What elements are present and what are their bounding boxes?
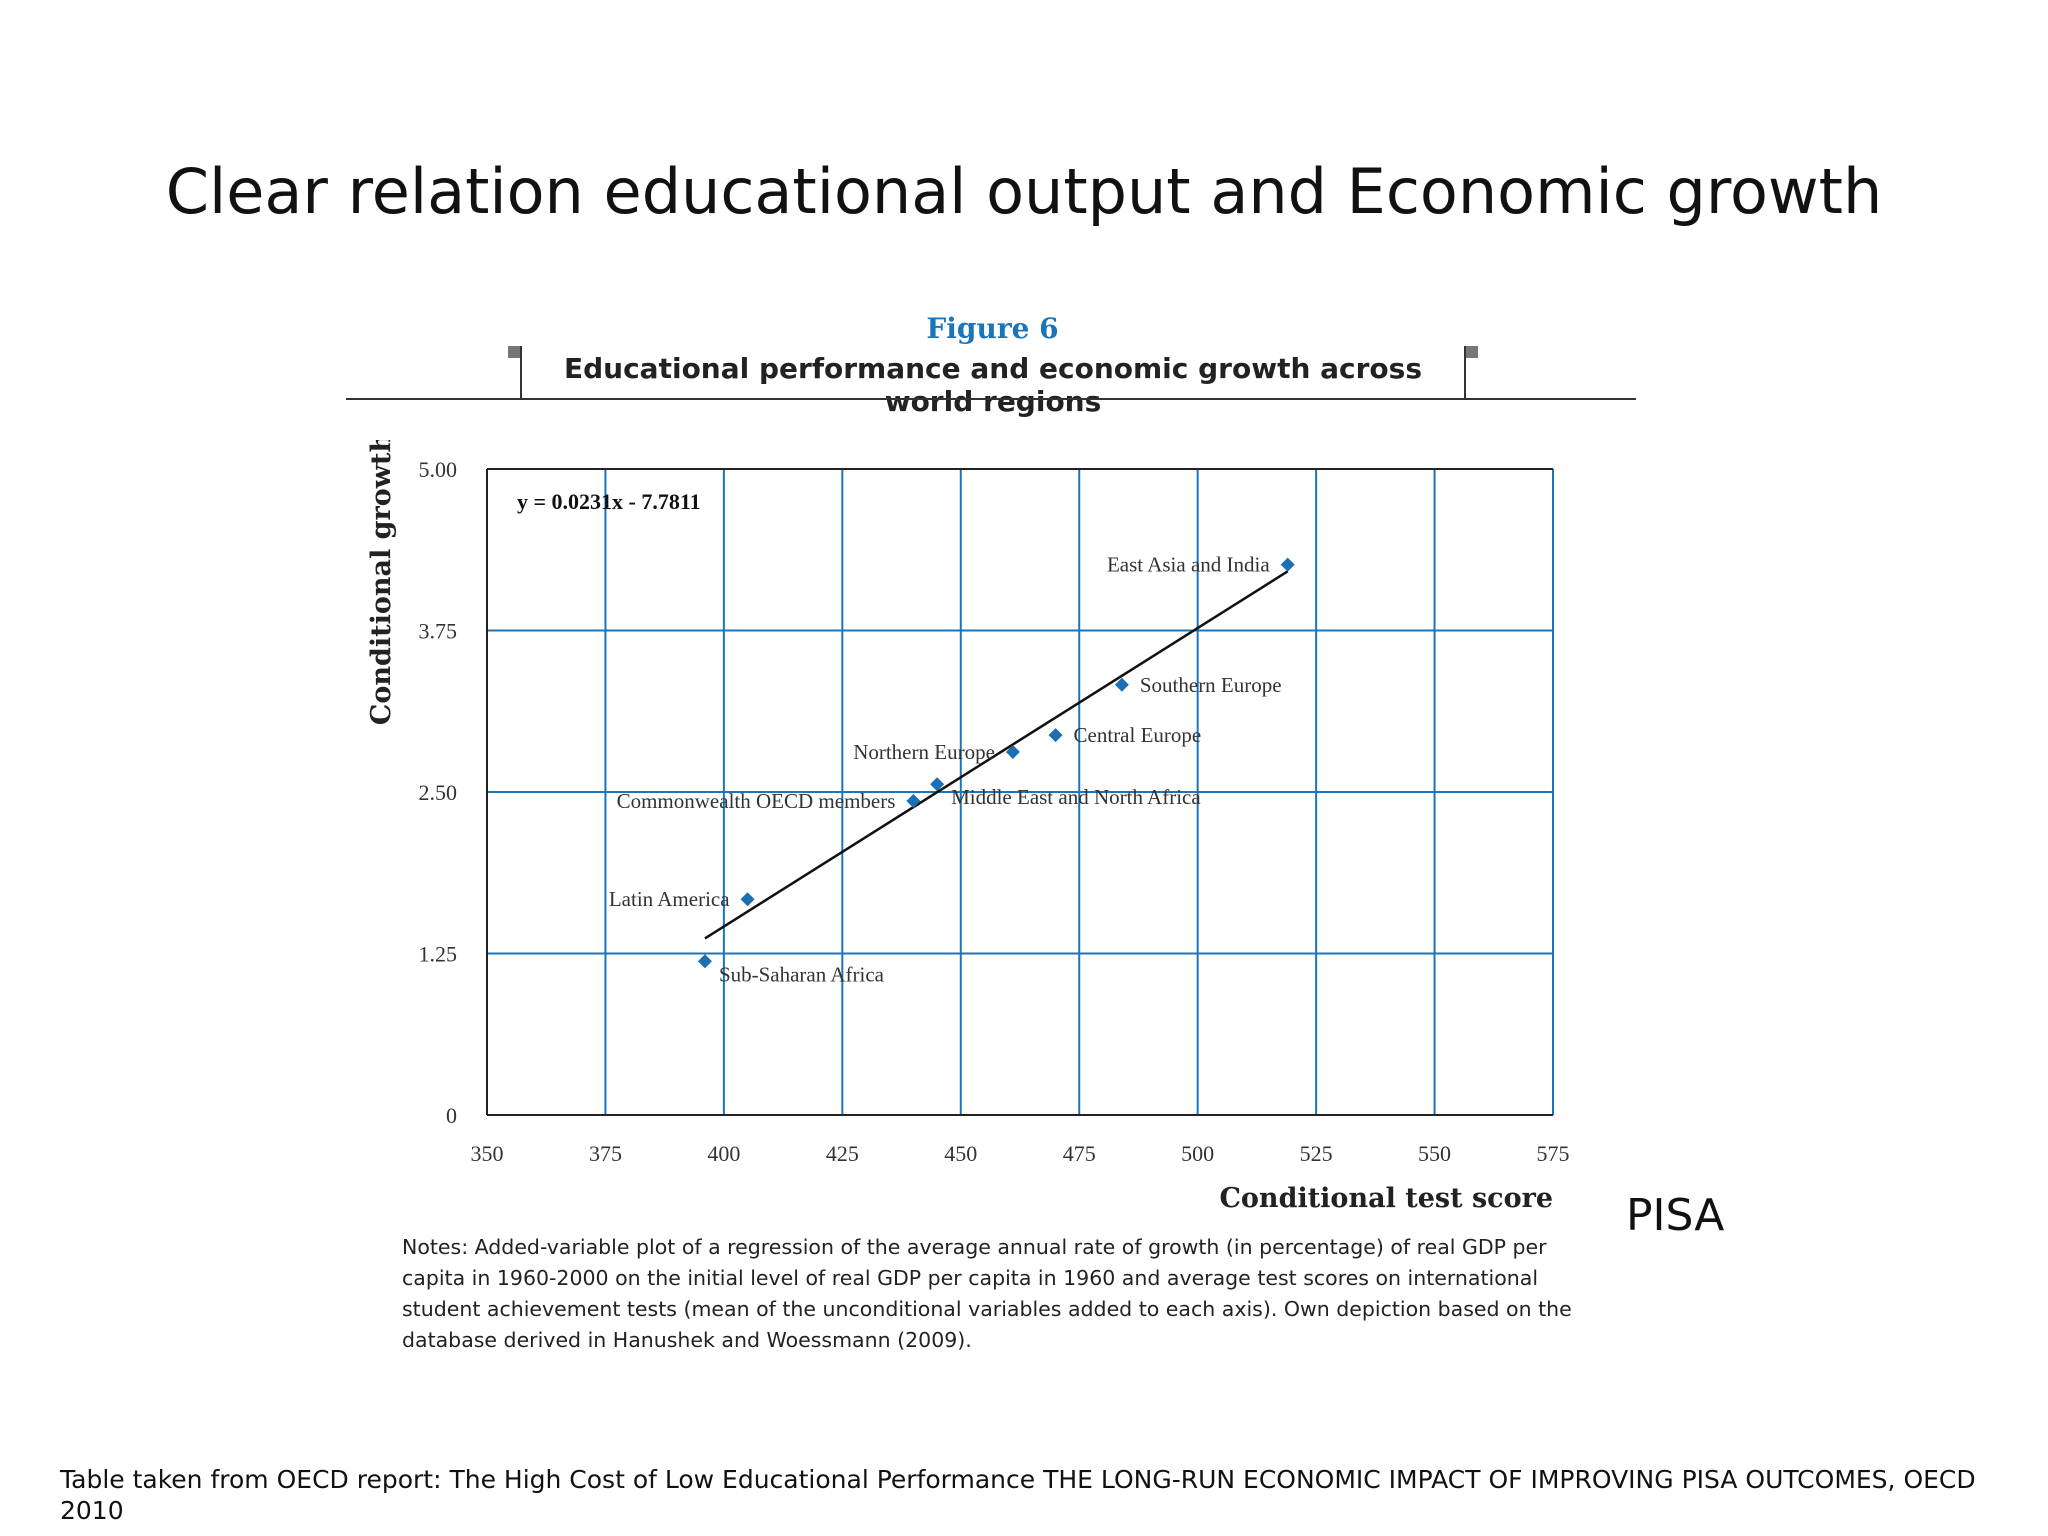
grid-lines [486,468,1554,1116]
data-points [697,557,1295,969]
data-point-4 [930,777,945,792]
y-tick-label-2.50: 2.50 [419,780,458,805]
data-point-6 [740,892,755,907]
data-point-7 [697,954,712,969]
point-label-5: Commonwealth OECD members [617,789,896,813]
data-point-1 [1114,677,1129,692]
trendline [704,570,1289,940]
x-tick-label-475: 475 [1063,1141,1096,1166]
point-label-4: Middle East and North Africa [951,785,1201,809]
point-label-2: Central Europe [1074,723,1202,747]
figure-title: Educational performance and economic gro… [563,352,1423,418]
data-point-5 [906,794,921,809]
data-point-2 [1048,728,1063,743]
x-tick-label-450: 450 [944,1141,977,1166]
x-tick-label-375: 375 [589,1141,622,1166]
x-tick-label-350: 350 [471,1141,504,1166]
pisa-label: PISA [1626,1190,1725,1241]
x-axis-label: Conditional test score [1219,1183,1553,1214]
y-tick-label-5.00: 5.00 [419,457,458,482]
y-tick-label-1.25: 1.25 [419,942,458,967]
point-label-7: Sub-Saharan Africa [719,962,885,986]
figure-title-bracket-right [1464,346,1466,398]
figure-title-bracket-left-cap [508,346,520,358]
point-label-0: East Asia and India [1107,553,1270,577]
data-point-3 [1005,744,1020,759]
trendline-group [704,570,1289,940]
point-label-1: Southern Europe [1140,673,1282,697]
x-tick-label-550: 550 [1418,1141,1451,1166]
x-tick-label-575: 575 [1537,1141,1570,1166]
x-tick-label-425: 425 [826,1141,859,1166]
y-axis-label: Conditional growth [366,440,397,725]
x-tick-label-400: 400 [707,1141,740,1166]
x-tick-label-525: 525 [1300,1141,1333,1166]
x-tick-label-500: 500 [1181,1141,1214,1166]
regression-equation: y = 0.0231x - 7.7811 [517,489,701,514]
point-label-6: Latin America [609,887,730,911]
point-labels: East Asia and India Southern Europe Centra… [609,553,1282,987]
figure-label: Figure 6 [926,312,1059,345]
data-point-0 [1280,557,1295,572]
y-tick-label-3.75: 3.75 [419,619,458,644]
tick-labels: 350 375 400 425 450 475 500 525 550 575 0 1.25 2.50 3… [419,457,1570,1166]
figure-notes: Notes: Added-variable plot of a regressi… [402,1235,1572,1352]
point-label-3: Northern Europe [853,740,995,764]
scatter-chart: 350 375 400 425 450 475 500 525 550 575 0 1.25 2.50 3… [366,440,1570,1214]
y-tick-label-0: 0 [446,1103,457,1128]
source-citation: Table taken from OECD report: The High C… [60,1465,1976,1525]
slide-title: Clear relation educational output and Ec… [165,155,1883,228]
figure-title-rule [346,398,1636,400]
figure-title-bracket-right-cap [1466,346,1478,358]
figure-title-bracket-left [520,346,522,398]
